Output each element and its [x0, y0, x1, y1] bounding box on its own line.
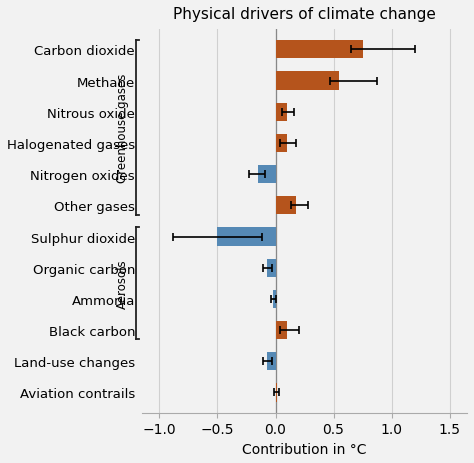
- Title: Physical drivers of climate change: Physical drivers of climate change: [173, 7, 436, 22]
- Bar: [275, 103, 287, 121]
- Bar: [275, 321, 287, 339]
- Bar: [258, 166, 275, 184]
- X-axis label: Contribution in °C: Contribution in °C: [242, 442, 367, 456]
- Bar: [267, 352, 275, 370]
- Bar: [273, 290, 275, 308]
- Bar: [275, 41, 363, 59]
- Bar: [275, 72, 339, 90]
- Bar: [267, 259, 275, 277]
- Bar: [275, 135, 287, 153]
- Bar: [275, 384, 277, 402]
- Text: Greenhouse gases: Greenhouse gases: [116, 74, 129, 182]
- Bar: [218, 228, 275, 246]
- Bar: [275, 197, 296, 215]
- Text: Aerosols: Aerosols: [116, 259, 129, 308]
